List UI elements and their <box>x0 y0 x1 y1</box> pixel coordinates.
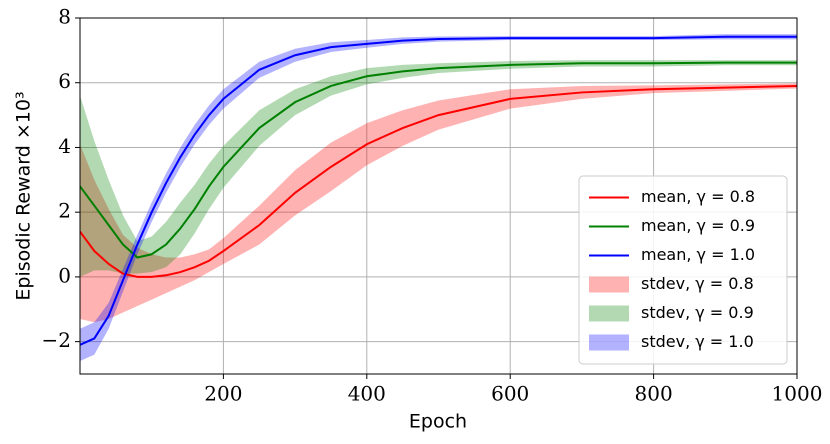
legend-swatch <box>589 305 629 322</box>
plot-area <box>80 34 797 362</box>
stdev-band <box>80 83 797 323</box>
legend-label: mean, γ = 0.9 <box>641 216 755 235</box>
y-tick-label: 4 <box>58 134 71 158</box>
plot-frame <box>79 17 798 375</box>
x-axis-label: Epoch <box>409 411 467 433</box>
legend-label: mean, γ = 1.0 <box>641 245 755 264</box>
x-tick-label: 800 <box>635 382 673 406</box>
y-tick-label: 0 <box>58 263 71 287</box>
x-tick-label: 200 <box>204 382 242 406</box>
y-tick-label: 8 <box>58 5 71 29</box>
x-tick-label: 400 <box>348 382 386 406</box>
x-tick-label: 1000 <box>772 382 823 406</box>
y-axis-label: Episodic Reward ×10³ <box>13 91 35 300</box>
y-tick-label: 2 <box>58 199 71 223</box>
y-tick-label: 6 <box>58 69 71 93</box>
y-tick-label: −2 <box>42 328 71 352</box>
stdev-band <box>80 60 797 277</box>
mean-line <box>80 35 797 346</box>
x-tick-label: 600 <box>491 382 529 406</box>
legend-swatch <box>589 334 629 351</box>
legend-swatch <box>589 276 629 293</box>
mean-line <box>80 61 797 259</box>
legend-label: stdev, γ = 1.0 <box>641 332 754 351</box>
legend-label: stdev, γ = 0.8 <box>641 274 754 293</box>
legend-box <box>578 175 788 365</box>
legend-label: stdev, γ = 0.9 <box>641 303 754 322</box>
legend-label: mean, γ = 0.8 <box>641 187 755 206</box>
mean-line <box>80 84 797 278</box>
